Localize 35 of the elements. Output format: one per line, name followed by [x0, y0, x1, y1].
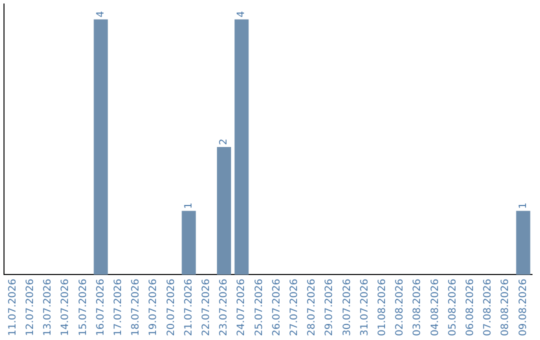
x-tick-label: 21.07.2026	[183, 278, 194, 336]
data-label: 4	[95, 10, 106, 18]
x-tick-label: 22.07.2026	[200, 278, 212, 336]
data-label: 1	[183, 202, 194, 209]
data-label: 2	[218, 138, 230, 146]
x-tick-label: 29.07.2026	[324, 278, 336, 336]
x-tick-label: 09.08.2026	[518, 278, 529, 336]
data-label: 1	[518, 202, 529, 209]
x-tick-label: 11.07.2026	[7, 278, 18, 336]
x-tick-label: 24.07.2026	[236, 278, 248, 336]
x-tick-label: 19.07.2026	[148, 278, 160, 336]
x-tick-label: 03.08.2026	[412, 278, 424, 336]
x-tick-label: 06.08.2026	[464, 278, 476, 336]
x-tick-label: 28.07.2026	[306, 278, 318, 336]
x-tick-label: 01.08.2026	[376, 278, 388, 336]
x-tick-label: 30.07.2026	[342, 278, 353, 336]
x-tick-label: 17.07.2026	[112, 278, 124, 336]
x-tick-label: 20.07.2026	[166, 278, 177, 336]
x-tick-label: 27.07.2026	[288, 278, 300, 336]
data-label: 4	[236, 10, 248, 18]
x-tick-label: 31.07.2026	[359, 278, 370, 336]
x-tick-label: 26.07.2026	[271, 278, 282, 336]
x-tick-label: 12.07.2026	[24, 278, 36, 336]
x-tick-label: 13.07.2026	[42, 278, 54, 336]
x-tick-label: 16.07.2026	[95, 278, 106, 336]
x-tick-label: 05.08.2026	[447, 278, 458, 336]
x-tick-label: 25.07.2026	[254, 278, 265, 336]
x-tick-label: 23.07.2026	[218, 278, 230, 336]
x-tick-label: 02.08.2026	[394, 278, 406, 336]
x-tick-label: 18.07.2026	[130, 278, 142, 336]
x-tick-label: 08.08.2026	[500, 278, 512, 336]
x-tick-label: 04.08.2026	[430, 278, 441, 336]
x-tick-label: 07.08.2026	[482, 278, 494, 336]
x-tick-label: 14.07.2026	[60, 278, 72, 336]
x-tick-label: 15.07.2026	[78, 278, 89, 336]
